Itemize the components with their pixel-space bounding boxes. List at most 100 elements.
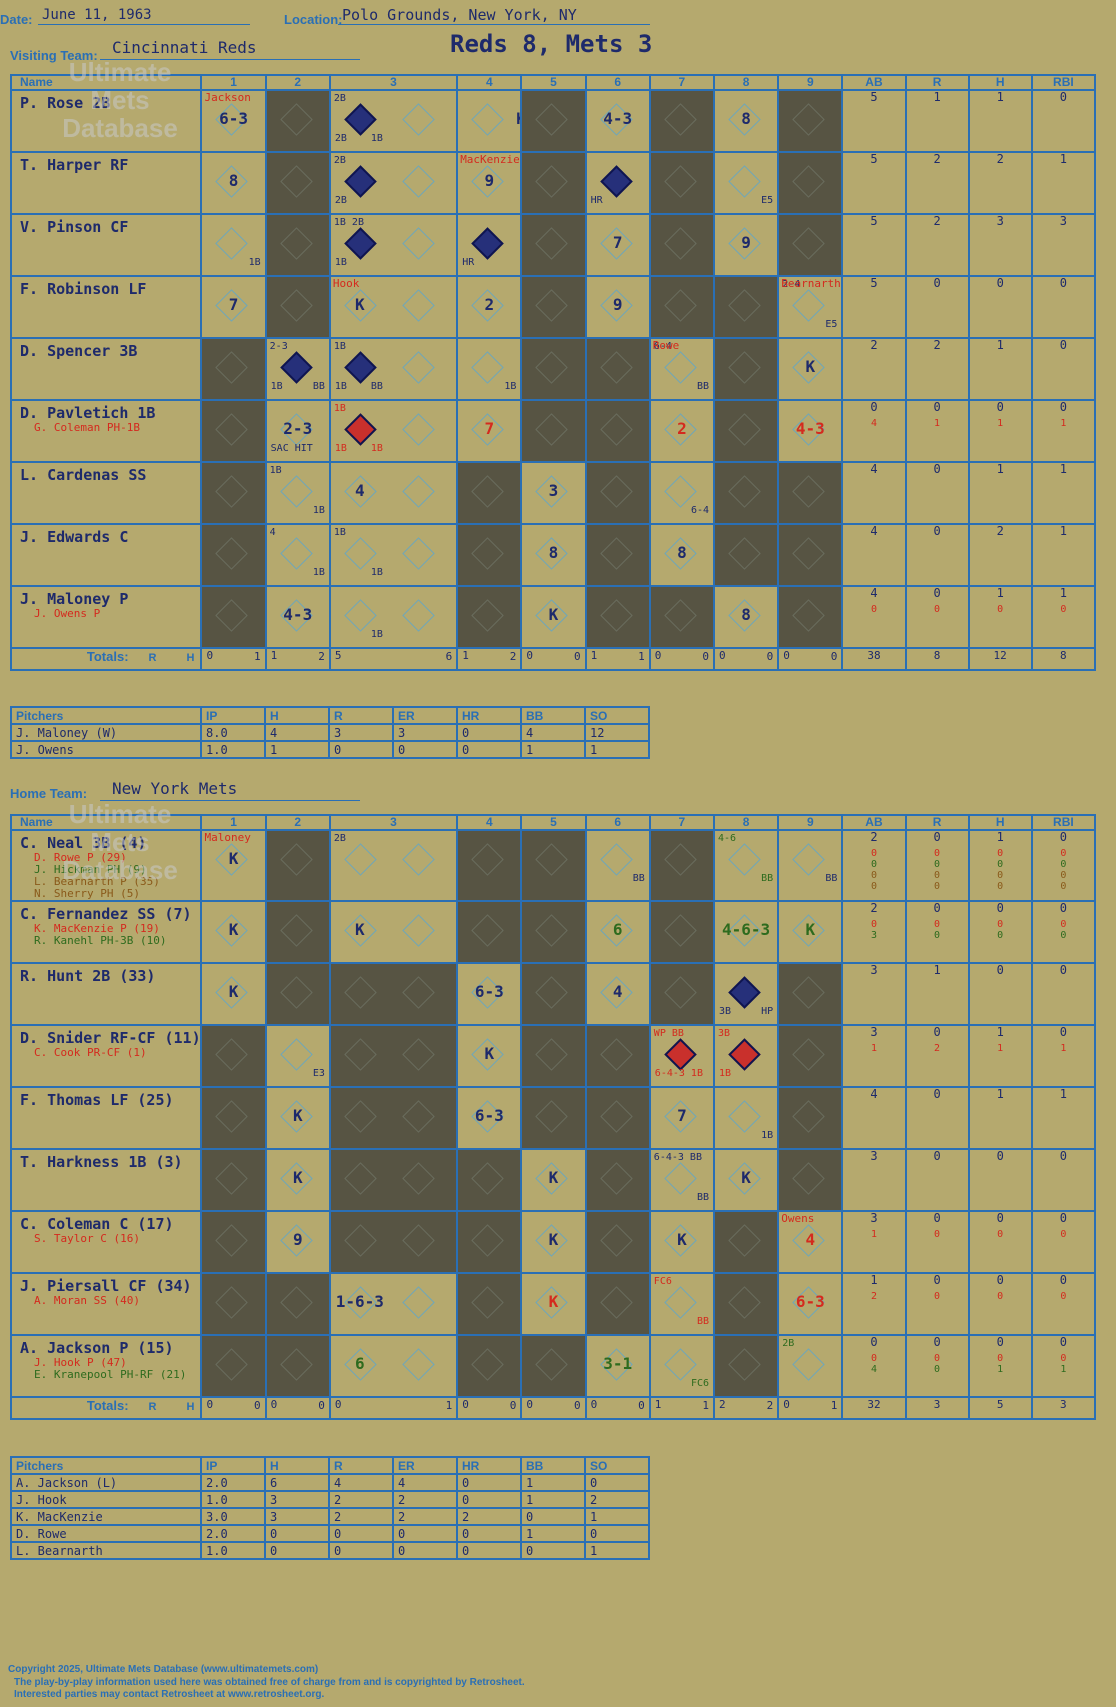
base-diamond-icon [279, 289, 313, 322]
pitching-stat: 1 [520, 1524, 586, 1543]
game-title: Reds 8, Mets 3 [450, 30, 653, 58]
at-bat-cell [777, 523, 844, 587]
at-bat-cell [712, 1210, 780, 1274]
substitute-stat: 0 [1060, 859, 1067, 870]
play-result: K [741, 1168, 751, 1187]
pitching-header: Pitchers [10, 1456, 202, 1475]
column-header-inning: 2 [264, 74, 331, 91]
play-annotation: BB [761, 873, 774, 884]
player-name: D. Spencer 3B [20, 342, 138, 360]
base-diamond-icon [279, 843, 313, 876]
substitute-stat: 0 [870, 848, 877, 859]
base-diamond-icon [402, 1348, 435, 1381]
at-bat-cell [200, 1024, 267, 1088]
at-bat-cell [712, 399, 780, 463]
inning-hits: 0 [830, 650, 838, 663]
at-bat-cell [328, 1024, 459, 1088]
inning-runs: 1 [590, 649, 598, 662]
player-stat: 3 [1059, 214, 1067, 228]
substitute-stat: 0 [934, 1229, 941, 1240]
base-diamond-icon [664, 843, 697, 876]
pitching-stat: 1 [520, 740, 586, 759]
substitute-stat: 0 [1060, 1353, 1067, 1364]
at-bat-cell [584, 523, 651, 587]
substitute-name: K. MacKenzie P (19) [34, 922, 160, 935]
substitute-name: J. Hickman PH (9) [34, 863, 147, 876]
play-result: 4-3 [603, 109, 633, 128]
play-annotation: 6-4 [690, 505, 709, 516]
column-header-inning: 8 [712, 814, 780, 831]
base-diamond-icon [215, 351, 249, 384]
player-name: J. Maloney P [20, 590, 129, 608]
at-bat-cell [777, 151, 844, 215]
player-name-cell: A. Jackson P (15) J. Hook P (47) E. Kranep… [9, 1334, 203, 1398]
at-bat-cell: 1-6-3 [328, 1272, 459, 1336]
base-diamond-icon [279, 1038, 313, 1071]
play-result: 7 [677, 1106, 687, 1125]
base-diamond-icon [664, 1348, 697, 1381]
substitute-stat: 0 [934, 1291, 941, 1302]
substitute-name: A. Moran SS (40) [34, 1294, 140, 1307]
at-bat-cell [264, 962, 331, 1026]
substitute-stat: 0 [934, 930, 941, 941]
inning-runs: 0 [462, 1398, 469, 1411]
play-annotation: 1B [370, 567, 383, 578]
player-stat-cell: 2 [841, 337, 907, 401]
at-bat-cell: 7 [648, 1086, 716, 1150]
base-diamond-icon [471, 1162, 504, 1195]
base-diamond-icon [402, 413, 435, 446]
base-diamond-icon [279, 227, 313, 260]
home-team-name: New York Mets [112, 779, 238, 798]
at-bat-cell [712, 1334, 780, 1398]
substitute-name: R. Kanehl PH-3B (10) [34, 934, 167, 947]
base-diamond-icon [471, 843, 504, 876]
inning-runs: 0 [590, 1398, 598, 1411]
at-bat-cell [712, 523, 780, 587]
at-bat-cell: 2B 2B [328, 151, 459, 215]
player-name-cell: C. Fernandez SS (7) K. MacKenzie P (19) R.… [9, 900, 203, 964]
substitute-stat: 0 [997, 604, 1004, 615]
base-diamond-icon [279, 1348, 313, 1381]
at-bat-cell: 4-3 [777, 399, 844, 463]
player-stat: 1 [870, 1273, 878, 1287]
play-annotation: 1B [334, 257, 347, 268]
base-diamond-icon [664, 289, 697, 322]
pitching-stat: 0 [456, 740, 522, 759]
inning-runs: 0 [654, 649, 662, 662]
player-stat-cell: 0 [967, 962, 1033, 1026]
base-diamond-icon [535, 1038, 569, 1071]
base-diamond-icon [599, 1286, 633, 1319]
base-diamond-icon [471, 1224, 504, 1257]
player-stat: 2 [933, 152, 941, 166]
totals-r-label: R [148, 1401, 157, 1413]
player-stat: 3 [870, 1149, 878, 1163]
watermark-line: Database [62, 113, 178, 143]
player-stat: 1 [1059, 586, 1067, 600]
inning-runs: 1 [654, 1398, 662, 1411]
base-diamond-icon [402, 103, 435, 136]
play-annotation: 4-6 [718, 833, 737, 844]
play-result: 8 [741, 605, 751, 624]
at-bat-cell: 1B 1B [264, 461, 331, 525]
substitute-stat: 0 [1060, 1229, 1067, 1240]
inning-runs: 0 [334, 1398, 342, 1411]
player-stat: 2 [996, 152, 1004, 166]
play-result: 6-3 [795, 1292, 825, 1311]
player-stat-cell: 5 [841, 151, 907, 215]
pitching-stat: 3 [264, 1507, 330, 1526]
inning-hits: 0 [509, 1399, 517, 1412]
pitching-stat: 3.0 [200, 1507, 266, 1526]
play-result: 4-3 [283, 605, 313, 624]
play-result: K [516, 109, 519, 128]
player-name: V. Pinson CF [20, 218, 129, 236]
run-scored-diamond-icon [279, 351, 313, 384]
base-diamond-icon [728, 1348, 761, 1381]
location-label: Location: [284, 12, 343, 27]
base-diamond-icon [215, 1286, 249, 1319]
at-bat-cell [456, 900, 523, 964]
substitute-stat: 0 [997, 881, 1004, 892]
player-stat: 4 [870, 524, 878, 538]
